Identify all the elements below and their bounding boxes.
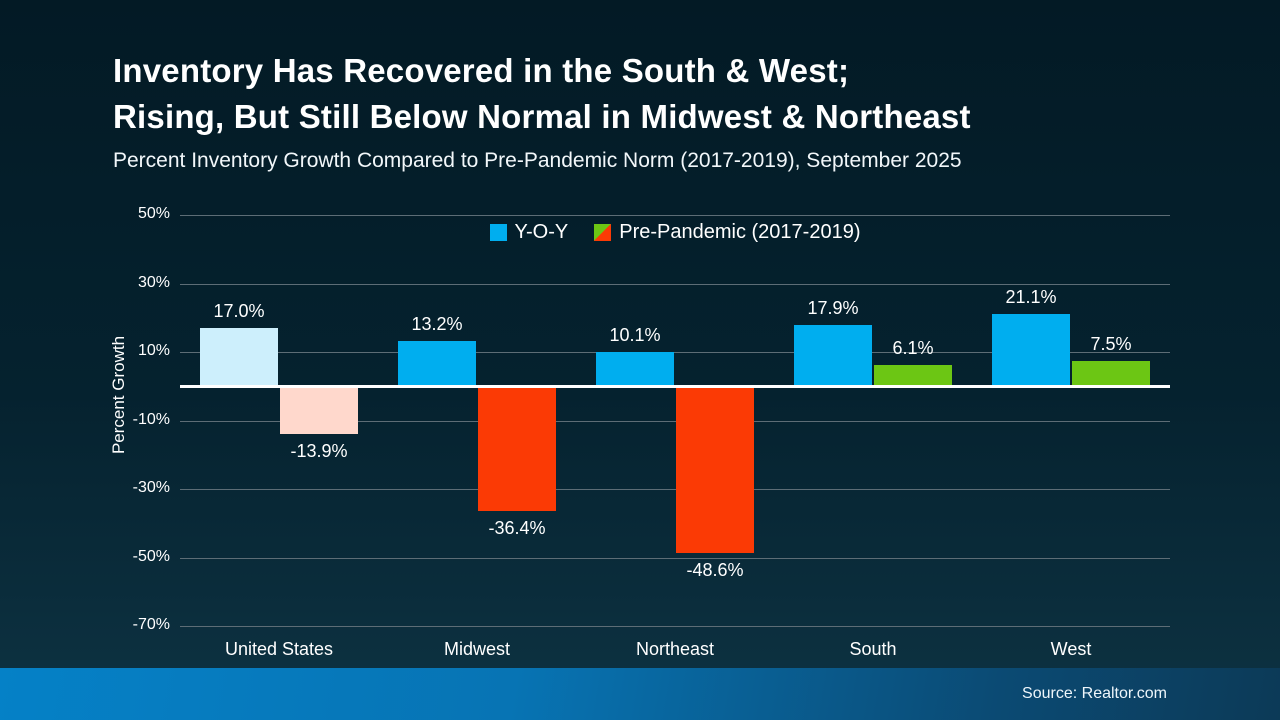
bar-prepandemic (280, 386, 358, 434)
gridline (180, 626, 1170, 627)
title-line-1: Inventory Has Recovered in the South & W… (113, 52, 850, 89)
y-tick-label: -50% (132, 547, 170, 565)
y-tick-label: -10% (132, 410, 170, 428)
bar-prepandemic (874, 365, 952, 387)
bar-value-label: 17.9% (807, 297, 859, 318)
bar-yoy (200, 328, 278, 387)
legend-swatch-prepandemic (594, 223, 612, 241)
gridline (180, 420, 1170, 422)
y-tick-label: -30% (132, 479, 170, 496)
gridline (180, 557, 1170, 559)
bar-prepandemic (1072, 360, 1150, 387)
category-label: Midwest (443, 639, 510, 659)
bar-value-label: 17.0% (213, 301, 265, 322)
gridline (180, 215, 1170, 216)
gridline (180, 489, 1170, 490)
chart-subtitle: Percent Inventory Growth Compared to Pre… (113, 149, 962, 172)
y-axis-title: Percent Growth (109, 335, 128, 455)
bar-yoy (398, 341, 476, 387)
legend-swatch-yoy (489, 223, 507, 241)
source-attribution: Source: Realtor.com (1022, 685, 1167, 702)
bar-prepandemic (676, 386, 754, 553)
legend-label-prepandemic: Pre-Pandemic (2017-2019) (619, 220, 861, 243)
footer-bar: Source: Realtor.com (0, 668, 1280, 720)
gridline (180, 352, 1170, 353)
plot-area: 17.0% -13.9% United States 13.2% -36.4% Midwe… (180, 215, 1170, 659)
bar-yoy (794, 324, 872, 387)
page-title: Inventory Has Recovered in the South & W… (113, 48, 971, 140)
zero-axis-line (180, 384, 1170, 388)
category-label: Northeast (635, 639, 715, 659)
bar-value-label: 7.5% (1090, 333, 1132, 354)
bar-value-label: -48.6% (686, 559, 744, 580)
gridline (180, 283, 1170, 285)
category-label: West (1050, 639, 1092, 659)
bar-yoy (596, 351, 674, 387)
y-tick-label: -70% (132, 616, 170, 633)
title-line-2: Rising, But Still Below Normal in Midwes… (113, 98, 971, 135)
y-tick-label: 10% (137, 342, 170, 359)
y-tick-label: 30% (137, 273, 170, 291)
bar-value-label: 6.1% (892, 338, 934, 359)
legend-label-yoy: Y-O-Y (514, 220, 569, 243)
y-tick-label: 50% (137, 205, 170, 222)
bar-value-label: -13.9% (290, 440, 348, 461)
bar-value-label: -36.4% (488, 517, 546, 538)
bar-yoy (992, 313, 1070, 387)
chart-legend: Y-O-Y Pre-Pandemic (2017-2019) (180, 217, 1170, 247)
category-label: South (849, 639, 897, 659)
bar-value-label: 21.1% (1005, 286, 1057, 307)
bar-prepandemic (478, 386, 556, 511)
legend-item-prepandemic: Pre-Pandemic (2017-2019) (594, 221, 860, 244)
legend-item-yoy: Y-O-Y (489, 220, 569, 244)
bar-value-label: 10.1% (609, 324, 661, 345)
bar-value-label: 13.2% (411, 314, 463, 335)
category-label: United States (224, 639, 334, 659)
